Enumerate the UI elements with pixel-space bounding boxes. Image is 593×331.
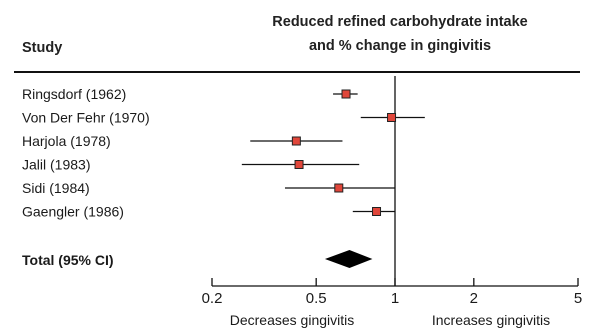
effect-header-line-2: and % change in gingivitis xyxy=(309,38,491,54)
study-label: Von Der Fehr (1970) xyxy=(22,110,150,126)
x-tick-label: 1 xyxy=(391,290,399,307)
study-label: Jalil (1983) xyxy=(22,157,90,173)
effect-header-line-1: Reduced refined carbohydrate intake xyxy=(272,14,527,30)
x-axis: 0.2 0.5 1 2 5 xyxy=(202,278,582,307)
study-column-header: Study xyxy=(22,40,62,56)
x-tick-label: 5 xyxy=(574,290,582,307)
x-tick-label: 0.5 xyxy=(306,290,327,307)
point-estimate xyxy=(341,89,351,99)
point-estimate xyxy=(387,113,397,122)
point-estimate xyxy=(294,160,304,169)
study-labels: Ringsdorf (1962) Von Der Fehr (1970) Harjo… xyxy=(22,86,150,220)
left-direction-label: Decreases gingivitis xyxy=(230,312,355,328)
plot-marks xyxy=(241,76,425,286)
total-diamond xyxy=(324,250,373,268)
x-tick-label: 0.2 xyxy=(202,290,223,307)
study-label: Sidi (1984) xyxy=(22,180,90,196)
point-estimate xyxy=(334,183,344,193)
x-tick-label: 2 xyxy=(470,290,478,307)
point-estimate xyxy=(372,207,382,216)
study-label: Ringsdorf (1962) xyxy=(22,86,126,102)
study-label: Gaengler (1986) xyxy=(22,204,124,220)
total-label: Total (95% CI) xyxy=(22,252,114,268)
point-estimate xyxy=(291,136,301,146)
right-direction-label: Increases gingivitis xyxy=(432,312,550,328)
study-label: Harjola (1978) xyxy=(22,133,111,149)
